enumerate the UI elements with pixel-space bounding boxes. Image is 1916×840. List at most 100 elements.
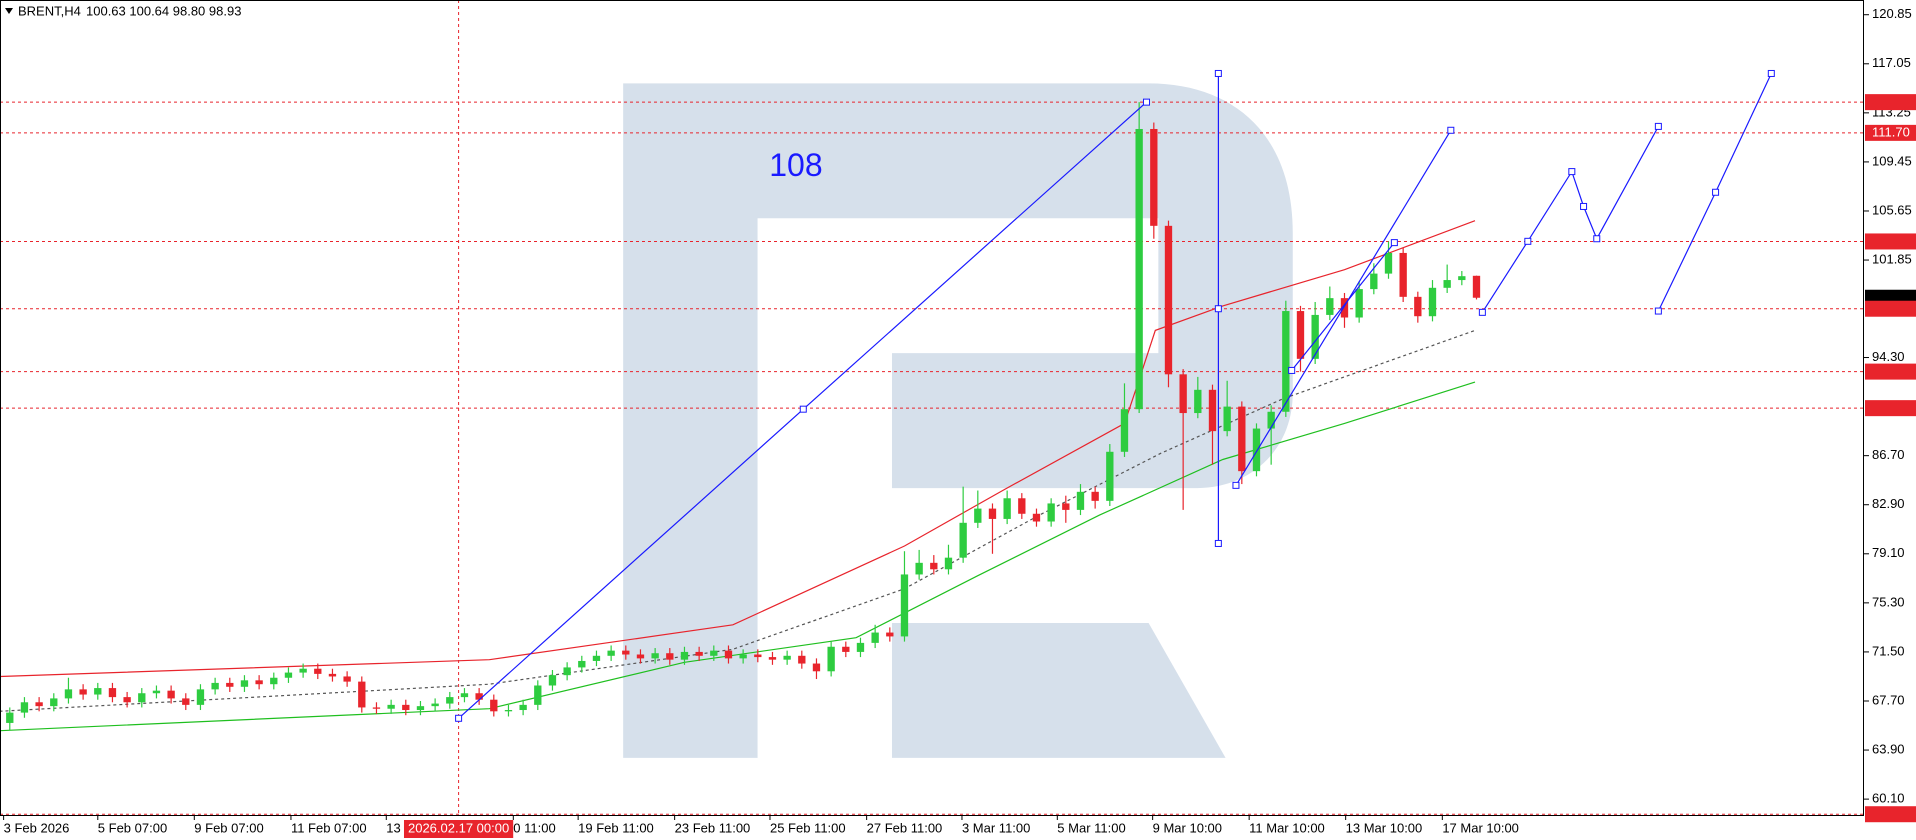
candle-body [871,632,879,643]
candle-body [226,682,234,687]
candle-body [504,710,513,712]
y-tick-label: 109.45 [1872,153,1912,168]
candle-body [358,681,366,708]
candle-body [1208,389,1217,432]
candle-body [1472,275,1481,298]
candle-body [1120,409,1129,452]
candle-body [930,562,938,570]
y-tick-label: 86.70 [1872,447,1905,462]
watermark [623,83,1293,758]
candle-body [167,690,175,699]
y-tick-label: 60.10 [1872,791,1905,806]
x-tick-label: 25 Feb 11:00 [770,820,846,835]
candle-body [50,698,58,707]
price-label-box [1865,806,1916,823]
forecast-point [799,405,807,413]
forecast-point [1654,307,1662,315]
candle-body [1428,287,1437,317]
candle-body [284,672,293,678]
y-tick-label: 120.85 [1872,6,1912,21]
price-label-box [1865,233,1916,250]
candle-body [1223,406,1231,432]
candle-body [1311,314,1319,359]
symbol: BRENT,H4 [18,3,81,18]
price-label-box [1865,400,1916,417]
plot-area: 108 [0,0,1864,815]
price-label: 111.70 [1872,124,1910,139]
candle-body [446,697,454,704]
forecast-point [1447,126,1455,134]
candle-body [1458,276,1466,281]
candle-body [1282,311,1290,412]
candle-body [988,508,997,519]
candle-body [827,646,835,672]
candle-body [607,650,615,656]
candle-body [959,522,967,558]
candle-body [1150,128,1158,226]
candle-body [798,655,806,664]
x-tick-label: 11 Mar 10:00 [1249,820,1325,835]
candle-body [886,632,894,637]
candle-body [1032,513,1041,522]
forecast-line [1235,129,1452,486]
candle-body [1179,374,1187,414]
candle-body [152,690,161,694]
candle-body [900,574,909,637]
x-tick-label: 23 Feb 11:00 [675,820,751,835]
forecast-line [1291,242,1395,371]
forecast-point [1288,366,1296,374]
forecast-point [1524,237,1532,245]
candle-body [974,508,982,523]
candle-body [431,703,439,707]
forecast-point [455,714,463,722]
plot-frame [0,0,1864,816]
candle-body [328,673,337,677]
candle-body [651,653,659,659]
candle-body [680,651,689,660]
candle-body [79,689,87,695]
candle-body [768,657,777,660]
candle-body [1296,311,1305,359]
candle-body [343,676,351,682]
candle-body [299,668,307,673]
candle-body [578,660,586,668]
candle-body [754,654,762,658]
candle-body [1091,491,1099,501]
forecast-point [1478,308,1486,316]
crosshair-label: 2026.02.17 00:00 [408,820,509,835]
watermark-leg [891,622,1226,758]
candle-body [710,650,718,656]
candle-body [64,689,73,699]
candle-body [1238,406,1246,472]
candle-body [842,646,850,652]
y-tick-label: 71.50 [1872,643,1905,658]
y-tick-label: 101.85 [1872,251,1912,266]
candle-body [1340,298,1349,318]
candle-body [211,682,219,690]
candle-body [1106,451,1114,501]
candle-body [108,688,117,698]
ohlc-header: 100.63 100.64 98.80 98.93 [86,3,241,18]
candle-body [1384,252,1393,274]
candle-body [1018,498,1026,514]
forecast-point [1142,98,1150,106]
candle-body [812,663,821,672]
candle-body [270,677,278,685]
candle-body [695,651,703,656]
candle-body [783,655,791,660]
candle-body [548,675,557,686]
forecast-point [1580,202,1588,210]
candle-body [35,702,43,707]
candle-body [196,689,205,705]
forecast-point [1232,481,1240,489]
candle-body [1164,225,1173,375]
indicator-line [0,329,1476,712]
y-tick-label: 79.10 [1872,545,1905,560]
candle-body [416,706,425,711]
price-label-box [1865,363,1916,380]
candle-body [372,707,381,709]
candle-body [1399,252,1407,297]
candle-body [255,680,263,685]
candle-body [1267,411,1275,429]
